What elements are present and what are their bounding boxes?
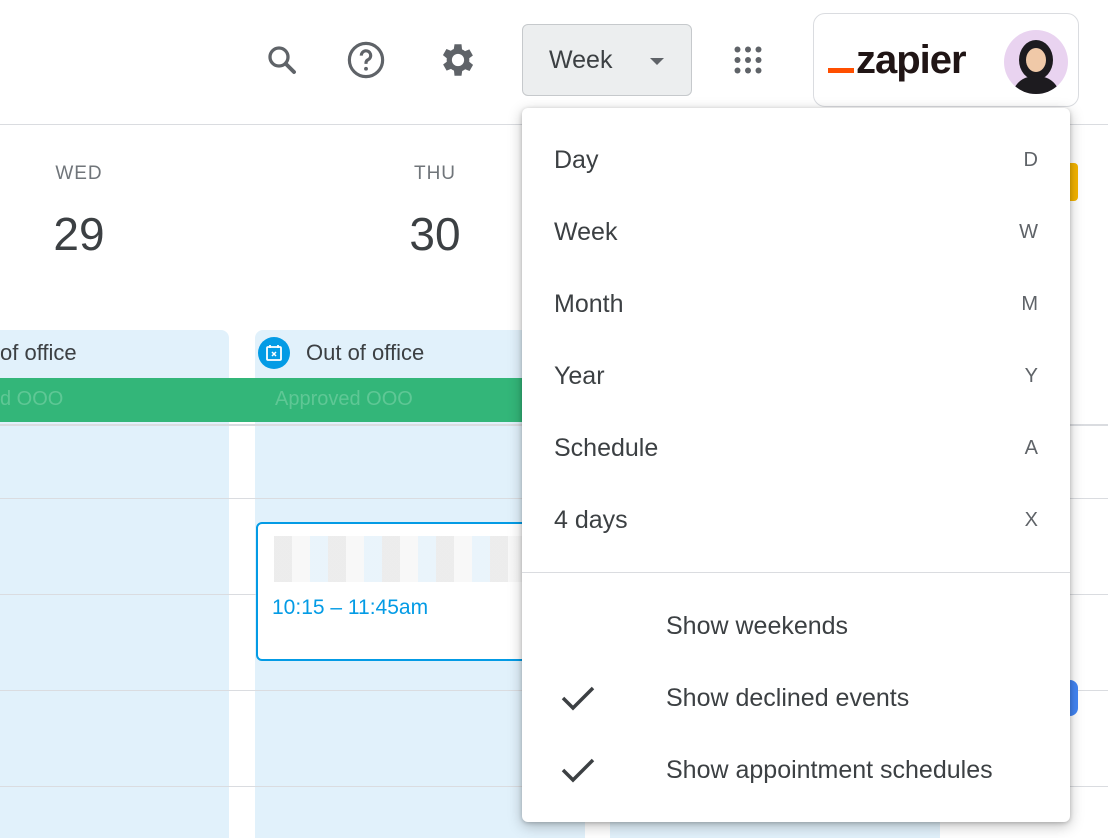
green-bar-label-wed: d OOO	[0, 388, 64, 410]
checkmark-icon	[561, 686, 595, 711]
menu-option-show-declined-events[interactable]: Show declined events	[522, 662, 1070, 734]
menu-item-day[interactable]: Day D	[554, 145, 1038, 174]
event-chip-edge	[1070, 680, 1078, 716]
menu-divider	[522, 572, 1070, 573]
event-time: 10:15 – 11:45am	[272, 596, 429, 619]
view-dropdown-menu: Day D Week W Month M Year Y Schedule A 4 days…	[522, 108, 1070, 822]
menu-option-show-weekends[interactable]: Show weekends	[666, 611, 849, 640]
account-button[interactable]: zapier	[813, 13, 1079, 107]
view-selector-label: Week	[549, 45, 613, 74]
day-name-thu: THU	[413, 163, 457, 184]
view-selector-button[interactable]: Week	[522, 24, 692, 96]
avatar	[1004, 30, 1068, 94]
dropdown-caret-icon	[650, 58, 664, 65]
ooo-title-wed: of office	[0, 340, 77, 365]
day-name-wed: WED	[55, 163, 103, 184]
event-chip-edge	[1070, 163, 1078, 201]
calendar-x-icon	[258, 337, 290, 369]
day-number-29[interactable]: 29	[53, 208, 105, 260]
zapier-logo: zapier	[828, 38, 967, 83]
checkmark-icon	[561, 758, 595, 783]
ooo-title-thu: Out of office	[306, 340, 425, 365]
help-icon[interactable]	[344, 38, 388, 82]
approved-ooo-bar[interactable]: d OOO Approved OOO	[0, 378, 600, 422]
menu-item-month[interactable]: Month M	[554, 289, 1038, 318]
menu-item-4-days[interactable]: 4 days X	[554, 505, 1038, 534]
menu-item-schedule[interactable]: Schedule A	[554, 433, 1038, 462]
green-bar-label-thu: Approved OOO	[275, 388, 413, 410]
menu-item-week[interactable]: Week W	[554, 217, 1038, 246]
top-bar: Week zapier	[0, 0, 1108, 125]
menu-option-show-appointment-schedules[interactable]: Show appointment schedules	[522, 734, 1070, 806]
settings-icon[interactable]	[436, 38, 480, 82]
menu-item-year[interactable]: Year Y	[554, 361, 1038, 390]
search-icon[interactable]	[262, 40, 302, 80]
day-number-30[interactable]: 30	[409, 208, 461, 260]
apps-grid-icon[interactable]	[728, 40, 768, 80]
